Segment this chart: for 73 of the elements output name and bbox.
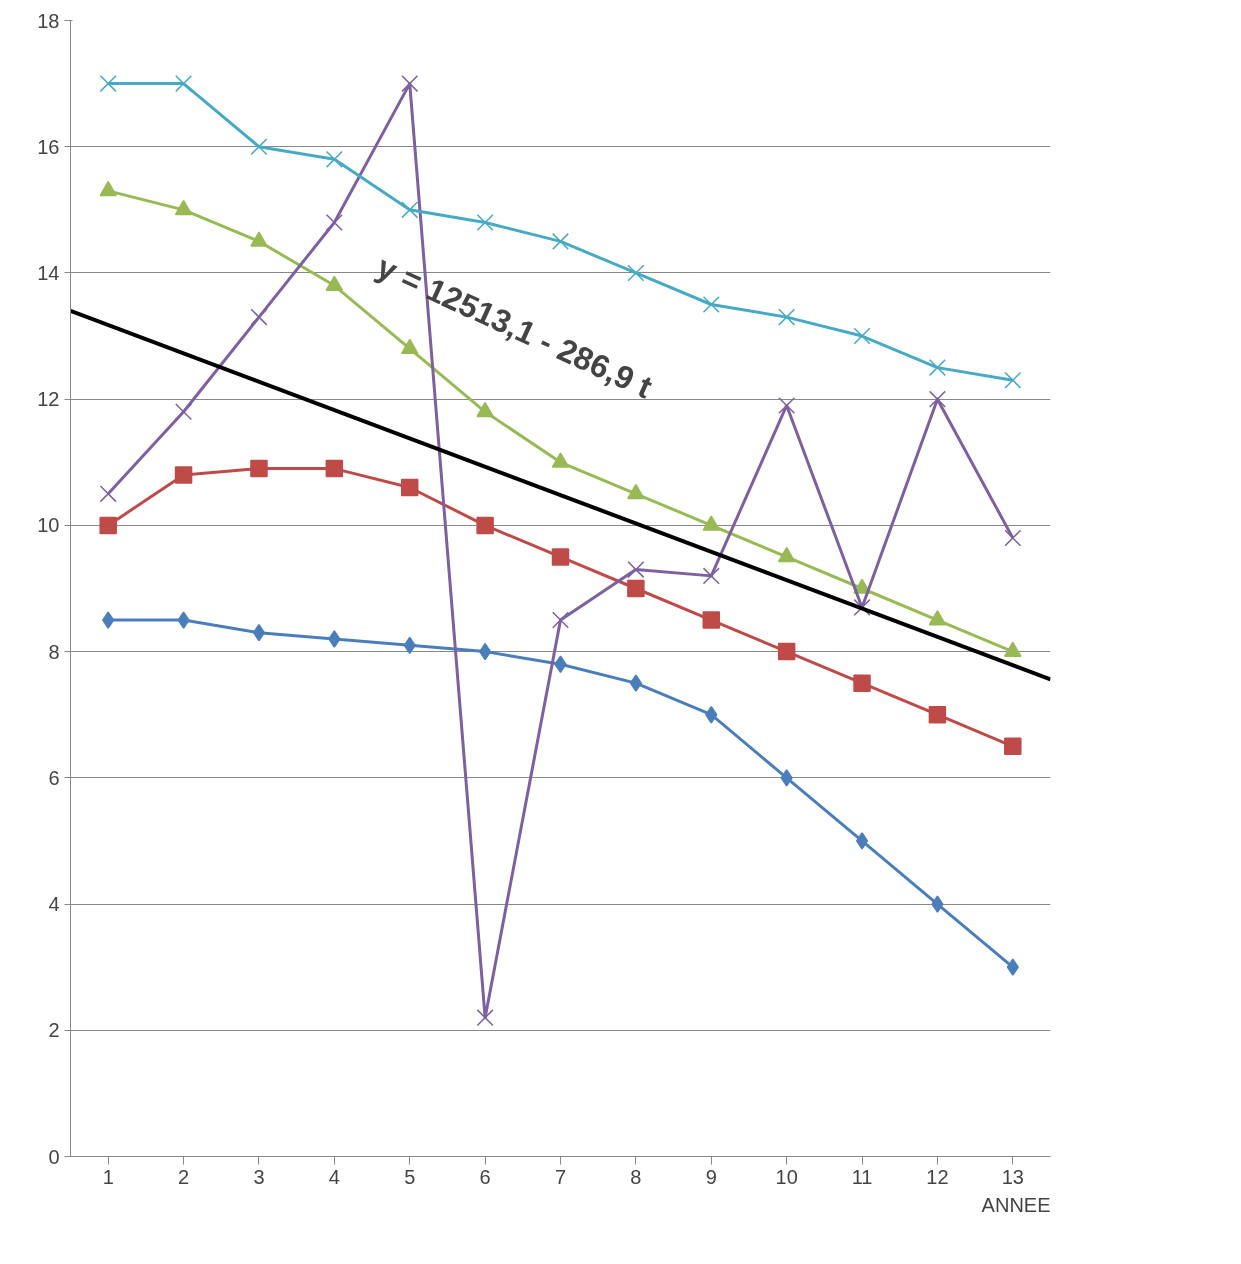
- point: [250, 308, 268, 326]
- point: [928, 610, 947, 626]
- y-tick-label: 2: [48, 1019, 60, 1042]
- point: [1006, 958, 1019, 976]
- x-axis-title: ANNEE: [981, 1193, 1051, 1216]
- x-tick-label: 11: [851, 1165, 873, 1188]
- point: [551, 611, 570, 629]
- x-tick-label: 8: [630, 1165, 642, 1188]
- point: [102, 611, 115, 629]
- point: [928, 705, 947, 724]
- y-tick-label: 8: [48, 640, 60, 663]
- point: [855, 832, 869, 850]
- y-tick-label: 12: [37, 388, 60, 411]
- point: [325, 213, 343, 231]
- point: [1004, 737, 1022, 756]
- y-tick-label: 10: [37, 514, 60, 537]
- point: [174, 466, 193, 484]
- point: [853, 598, 871, 616]
- y-tick-label: 4: [48, 893, 60, 916]
- point: [778, 396, 796, 415]
- x-tick-label: 5: [404, 1165, 416, 1188]
- point: [476, 516, 494, 535]
- point: [931, 895, 944, 913]
- point: [99, 75, 117, 93]
- point: [629, 674, 642, 692]
- point: [99, 485, 117, 503]
- point: [627, 561, 645, 579]
- point: [1004, 371, 1022, 389]
- point: [250, 459, 268, 478]
- point: [551, 548, 570, 566]
- point: [702, 295, 720, 314]
- y-tick-label: 18: [37, 9, 60, 32]
- point: [928, 390, 946, 408]
- point: [325, 459, 344, 478]
- x-tick-label: 2: [178, 1165, 190, 1188]
- point: [928, 359, 946, 377]
- point: [177, 611, 190, 629]
- point: [99, 516, 117, 535]
- point: [328, 630, 341, 648]
- x-tick-label: 10: [775, 1165, 798, 1188]
- x-tick-label: 4: [328, 1165, 340, 1188]
- point: [853, 674, 871, 692]
- point: [702, 567, 720, 585]
- point: [777, 642, 796, 661]
- y-tick-label: 6: [48, 766, 60, 789]
- x-tick-label: 3: [253, 1165, 265, 1188]
- point: [476, 1009, 494, 1027]
- y-tick-label: 16: [37, 135, 60, 158]
- point: [551, 232, 570, 250]
- point: [476, 213, 494, 231]
- x-tick-label: 6: [479, 1165, 491, 1188]
- y-tick-label: 14: [37, 261, 60, 284]
- point: [401, 75, 419, 93]
- point: [778, 308, 796, 326]
- point: [175, 75, 193, 93]
- point: [252, 623, 266, 642]
- point: [702, 611, 721, 629]
- point: [1004, 529, 1022, 547]
- point: [627, 579, 645, 598]
- point: [250, 138, 268, 156]
- point: [401, 201, 419, 219]
- point: [780, 769, 793, 787]
- point: [627, 264, 645, 282]
- x-tick-label: 13: [1001, 1165, 1024, 1188]
- point: [400, 478, 419, 497]
- x-tick-label: 9: [705, 1165, 717, 1188]
- x-tick-label: 7: [554, 1165, 567, 1188]
- x-tick-label: 1: [102, 1165, 114, 1188]
- x-tick-label: 12: [926, 1165, 949, 1188]
- point: [853, 327, 871, 345]
- point: [325, 150, 343, 168]
- y-tick-label: 0: [48, 1145, 60, 1168]
- point: [554, 655, 567, 673]
